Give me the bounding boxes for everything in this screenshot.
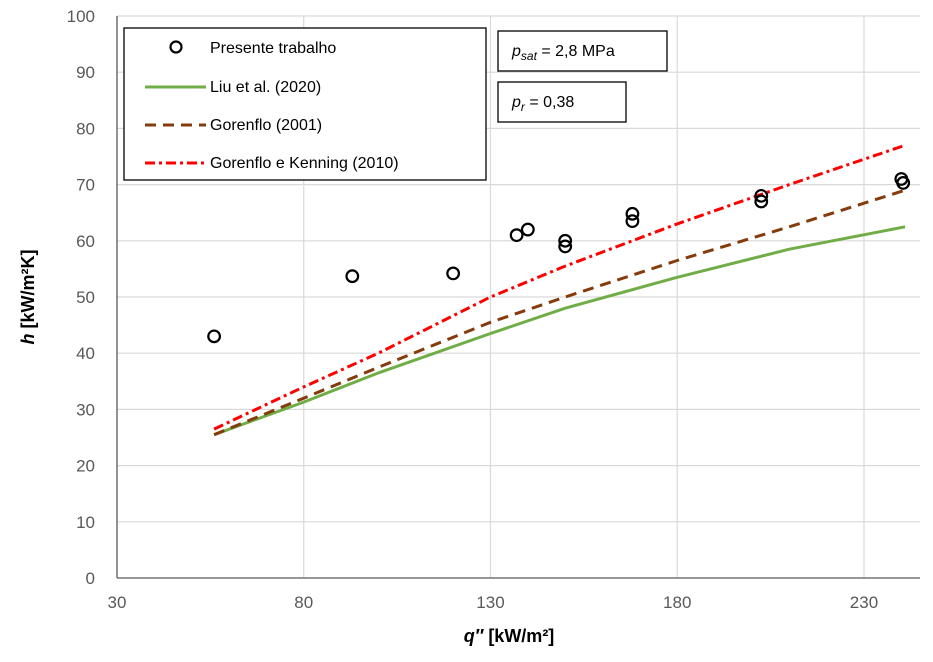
legend-label: Gorenflo e Kenning (2010) — [210, 155, 399, 172]
data-point — [754, 194, 769, 209]
legend-entry-gorenflo-kenning: Gorenflo e Kenning (2010) — [145, 155, 399, 172]
x-axis-title: q″ [kW/m²] — [464, 626, 555, 646]
y-tick-label: 40 — [76, 344, 95, 363]
series-points — [207, 172, 911, 344]
annotation-pr: pr = 0,38 — [497, 81, 627, 123]
x-tick-label: 30 — [108, 593, 127, 612]
legend-entry-presente-trabalho: Presente trabalho — [169, 40, 336, 57]
y-axis-unit: [kW/m²K] — [18, 250, 38, 334]
data-point — [520, 222, 535, 237]
legend-box — [123, 27, 487, 181]
data-point — [446, 266, 461, 281]
x-tick-label: 80 — [294, 593, 313, 612]
y-tick-label: 60 — [76, 232, 95, 251]
y-axis-var: h — [18, 334, 38, 345]
annotation-text: pr = 0,38 — [511, 94, 574, 114]
tick-labels: 0 10 20 30 40 50 60 70 80 90 100 30 80 130 180 230 — [67, 7, 879, 612]
y-tick-label: 80 — [76, 119, 95, 138]
annotation-box — [497, 30, 668, 72]
x-tick-label: 130 — [476, 593, 504, 612]
legend-label: Liu et al. (2020) — [210, 79, 321, 96]
series-line-3 — [213, 143, 906, 431]
data-point — [754, 188, 769, 203]
legend: Presente trabalho Liu et al. (2020) Gore… — [123, 27, 487, 181]
data-point — [625, 206, 640, 221]
legend-label: Gorenflo (2001) — [210, 117, 322, 134]
y-tick-label: 50 — [76, 288, 95, 307]
y-tick-label: 0 — [86, 569, 95, 588]
legend-entry-liu: Liu et al. (2020) — [145, 79, 321, 96]
data-point — [558, 239, 573, 254]
legend-entry-gorenflo-2001: Gorenflo (2001) — [145, 117, 322, 134]
annotation-box — [497, 81, 627, 123]
legend-marker-open-circle — [169, 40, 183, 54]
annotation-text: psat = 2,8 MPa — [511, 43, 615, 63]
series-line-1 — [213, 225, 906, 437]
data-point — [896, 176, 911, 190]
legend-label: Presente trabalho — [210, 40, 336, 57]
x-axis-var: q″ — [464, 626, 485, 646]
data-point — [207, 329, 222, 344]
y-tick-label: 90 — [76, 63, 95, 82]
y-tick-label: 100 — [67, 7, 95, 26]
axes — [116, 16, 920, 579]
annotation-psat: psat = 2,8 MPa — [497, 30, 668, 72]
data-point — [558, 233, 573, 248]
series-line-2 — [213, 188, 906, 437]
data-point — [345, 269, 360, 284]
y-tick-label: 70 — [76, 176, 95, 195]
data-point — [509, 228, 524, 243]
y-axis-title: h [kW/m²K] — [18, 250, 38, 345]
x-axis-unit: [kW/m²] — [483, 626, 554, 646]
data-point — [625, 214, 640, 229]
y-tick-label: 30 — [76, 400, 95, 419]
y-tick-label: 10 — [76, 513, 95, 532]
x-tick-label: 230 — [850, 593, 878, 612]
y-tick-label: 20 — [76, 457, 95, 476]
series-lines — [213, 143, 906, 437]
x-tick-label: 180 — [663, 593, 691, 612]
